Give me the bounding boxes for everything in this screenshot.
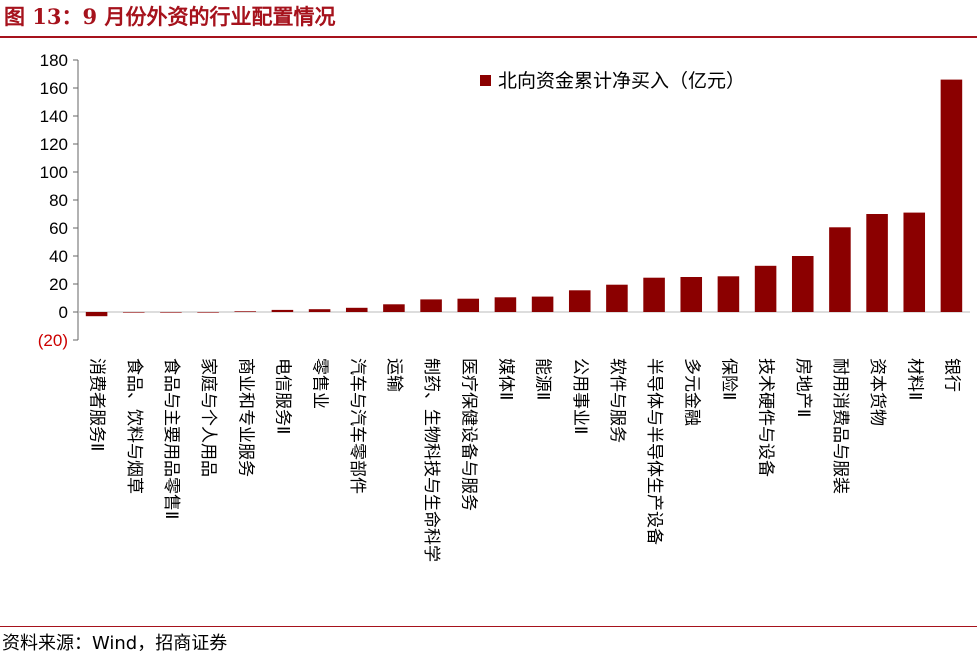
x-tick-label: 软件与服务 (607, 358, 627, 443)
y-axis: (20) 0 20 40 60 80 100 120 140 160 180 (38, 51, 970, 350)
y-tick-label: 100 (40, 163, 68, 182)
y-tick-label: 0 (59, 303, 68, 322)
bar (457, 298, 480, 312)
bar (494, 297, 517, 312)
figure-title: 图 13：9 月份外资的行业配置情况 (4, 4, 336, 29)
x-tick-label: 零售业 (310, 358, 330, 409)
title-divider (0, 36, 977, 38)
bar (680, 277, 703, 312)
bar (643, 277, 665, 312)
x-tick-label: 制药、生物科技与生命科学 (421, 358, 441, 562)
bar (308, 309, 331, 312)
x-tick-label: 医疗保健设备与服务 (458, 358, 478, 511)
bar (383, 304, 405, 312)
bar (85, 312, 108, 317)
x-tick-label: 消费者服务Ⅱ (87, 358, 107, 451)
footer-divider (0, 626, 977, 627)
bar (754, 265, 777, 312)
x-tick-label: 能源Ⅱ (533, 358, 553, 400)
bar (531, 296, 554, 312)
legend: 北向资金累计净买入（亿元） (480, 70, 745, 92)
y-tick-label: 140 (40, 107, 68, 126)
y-tick-label: 60 (49, 219, 68, 238)
y-tick-label: 80 (49, 191, 68, 210)
x-tick-label: 技术硬件与设备 (756, 358, 776, 477)
x-tick-label: 汽车与汽车零部件 (347, 358, 367, 494)
x-axis-labels: 消费者服务Ⅱ 食品、饮料与烟草 食品与主要用品零售Ⅱ 家庭与个人用品 商业和专业服务 电信… (87, 358, 962, 562)
x-tick-label: 材料Ⅱ (904, 358, 924, 400)
bar (940, 79, 963, 312)
bars (85, 79, 963, 317)
bar (791, 256, 814, 312)
bar (829, 227, 851, 312)
bar (866, 214, 888, 312)
legend-label: 北向资金累计净买入（亿元） (498, 70, 745, 92)
x-tick-label: 耐用消费品与服装 (830, 358, 850, 494)
y-tick-label: 160 (40, 79, 68, 98)
x-tick-label: 食品与主要用品零售Ⅱ (161, 358, 181, 519)
bar (160, 312, 182, 313)
y-tick-label: 20 (49, 275, 68, 294)
bar (568, 290, 591, 312)
x-tick-label: 资本货物 (867, 358, 887, 426)
y-tick-label: 40 (49, 247, 68, 266)
bar (345, 307, 368, 312)
x-tick-label: 媒体Ⅱ (495, 358, 515, 400)
x-tick-label: 半导体与半导体生产设备 (644, 358, 664, 545)
bar (271, 309, 294, 312)
bar (420, 299, 442, 312)
x-tick-label: 运输 (384, 358, 404, 392)
x-tick-label: 多元金融 (681, 358, 701, 426)
x-tick-label: 食品、饮料与烟草 (124, 358, 144, 494)
x-tick-label: 电信服务Ⅱ (272, 358, 292, 434)
y-tick-label: (20) (38, 331, 68, 350)
y-tick-label: 180 (40, 51, 68, 70)
bar (234, 311, 257, 312)
x-tick-label: 银行 (941, 358, 961, 392)
y-tick-label: 120 (40, 135, 68, 154)
bar (717, 276, 740, 312)
bar-chart: (20) 0 20 40 60 80 100 120 140 160 180 消费者服务Ⅱ 食品、饮料… (38, 51, 970, 562)
x-tick-label: 公用事业Ⅱ (570, 358, 590, 434)
x-tick-label: 商业和专业服务 (235, 358, 255, 477)
legend-swatch (480, 75, 491, 86)
bar (903, 212, 926, 312)
source-note: 资料来源：Wind，招商证券 (2, 633, 228, 654)
bar (122, 312, 145, 313)
bar (606, 284, 628, 312)
x-tick-label: 保险Ⅱ (718, 358, 738, 400)
bar (197, 312, 219, 313)
x-tick-label: 家庭与个人用品 (198, 358, 218, 477)
x-tick-label: 房地产Ⅱ (793, 358, 813, 417)
